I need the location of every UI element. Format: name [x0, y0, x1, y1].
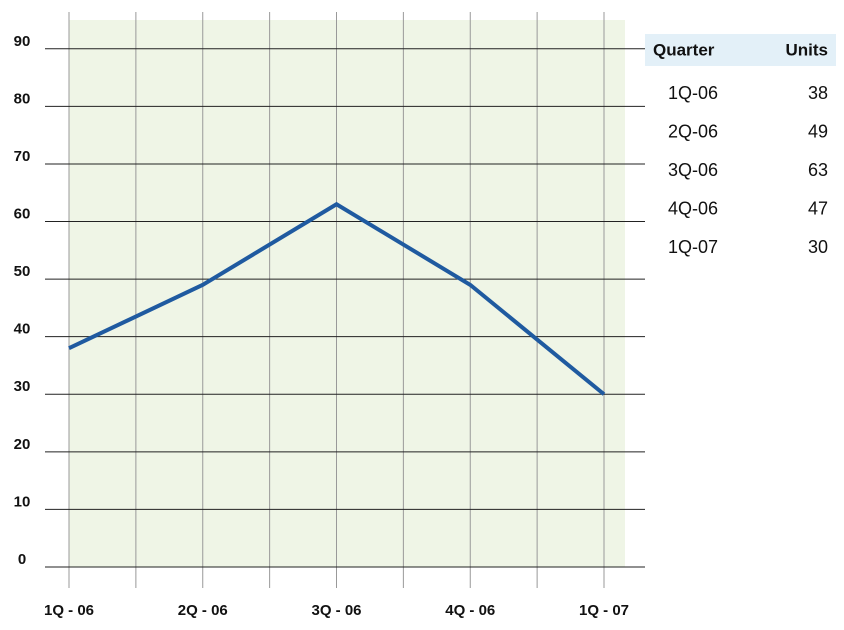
y-tick-label: 40 [14, 321, 31, 338]
table-cell: 1Q-07 [668, 237, 718, 257]
x-tick-label: 4Q - 06 [445, 602, 495, 619]
x-tick-label: 1Q - 07 [579, 602, 629, 619]
y-tick-label: 0 [18, 551, 26, 568]
y-tick-label: 90 [14, 33, 31, 50]
y-tick-label: 30 [14, 378, 31, 395]
plot-area [69, 20, 625, 567]
y-tick-label: 60 [14, 205, 31, 222]
table-cell: 2Q-06 [668, 121, 718, 141]
table-header: Units [786, 40, 829, 59]
table-cell: 38 [808, 83, 828, 103]
y-tick-label: 80 [14, 90, 31, 107]
data-line [68, 201, 606, 396]
y-tick-label: 10 [14, 493, 31, 510]
y-tick-label: 20 [14, 436, 31, 453]
y-tick-label: 70 [14, 148, 31, 165]
table-cell: 3Q-06 [668, 160, 718, 180]
x-tick-label: 3Q - 06 [311, 602, 361, 619]
table-cell: 49 [808, 121, 828, 141]
table-cell: 47 [808, 198, 828, 218]
table-header-bg [645, 34, 836, 66]
x-tick-label: 1Q - 06 [44, 602, 94, 619]
y-tick-label: 50 [14, 263, 31, 280]
table-cell: 30 [808, 237, 828, 257]
table-cell: 1Q-06 [668, 83, 718, 103]
x-tick-label: 2Q - 06 [178, 602, 228, 619]
table-header: Quarter [653, 40, 715, 59]
table-cell: 4Q-06 [668, 198, 718, 218]
table-cell: 63 [808, 160, 828, 180]
